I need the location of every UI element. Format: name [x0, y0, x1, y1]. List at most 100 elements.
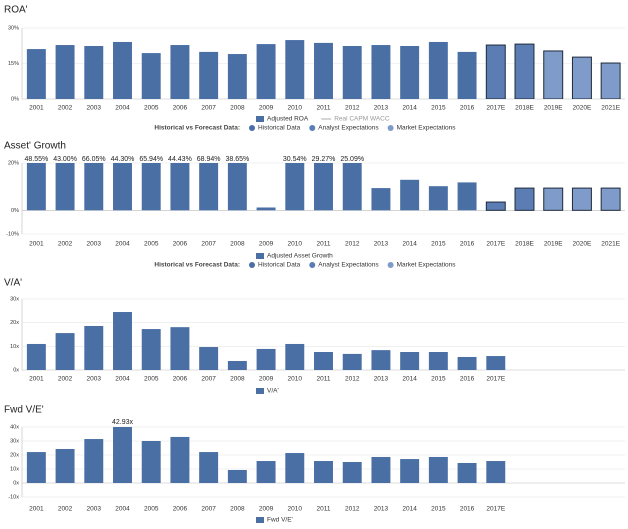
data-label: 38.65% — [225, 156, 249, 163]
x-tick-label: 2007 — [201, 241, 216, 248]
bar — [170, 436, 190, 483]
legend-label: V/A' — [267, 388, 279, 395]
bar — [55, 333, 75, 370]
legend-label: Market Expectations — [397, 262, 457, 269]
legend-swatch — [256, 388, 264, 394]
bar — [342, 353, 362, 370]
bar — [26, 452, 46, 483]
x-tick-label: 2002 — [58, 241, 73, 248]
bar — [514, 187, 535, 211]
x-tick-label: 2002 — [58, 376, 73, 383]
bar — [227, 469, 247, 483]
x-tick-label: 2008 — [230, 506, 245, 513]
legend-marker — [249, 125, 255, 131]
bar — [486, 356, 506, 370]
data-label: 29.27% — [312, 156, 336, 163]
bar — [199, 163, 219, 211]
forecast-legend-title: Historical vs Forecast Data: — [154, 125, 240, 132]
x-tick-label: 2006 — [173, 376, 188, 383]
legend-marker — [309, 262, 316, 268]
x-tick-label: 2011 — [317, 241, 331, 248]
bar — [55, 448, 75, 483]
bar — [26, 49, 46, 99]
x-tick-label: 2002 — [58, 105, 73, 112]
x-tick-label: 2016 — [460, 376, 475, 383]
data-label: 65.94% — [139, 156, 163, 163]
x-tick-label: 2016 — [460, 105, 475, 112]
x-tick-label: 2014 — [402, 376, 417, 383]
bar — [141, 329, 161, 370]
data-label: 68.94% — [197, 156, 221, 163]
legend-marker — [249, 262, 255, 268]
bar — [256, 348, 276, 370]
x-tick-label: 2010 — [288, 105, 303, 112]
bar — [400, 459, 420, 483]
legend-label: Analyst Expectations — [318, 125, 379, 132]
x-tick-label: 2010 — [288, 241, 303, 248]
bar — [285, 453, 305, 483]
y-tick-label: -10% — [6, 231, 19, 237]
bar — [199, 347, 219, 370]
x-tick-label: 2016 — [460, 506, 475, 513]
legend-swatch — [256, 517, 264, 523]
x-tick-label: 2001 — [29, 241, 44, 248]
legend-label: Market Expectations — [397, 125, 457, 132]
x-tick-label: 2004 — [115, 376, 130, 383]
legend-marker — [387, 125, 394, 131]
legend-label: Fwd V/E' — [267, 517, 293, 524]
bar — [371, 350, 391, 370]
bar — [26, 343, 46, 370]
x-tick-label: 2003 — [87, 506, 102, 513]
legend-label: Adjusted Asset Growth — [267, 253, 333, 260]
y-tick-label: 10x — [10, 344, 19, 350]
y-tick-label: 0x — [13, 367, 19, 373]
chart-panel: ROA' 0% 15% 30% 2001 2002 2003 2004 2005 2006 2007… — [4, 5, 625, 132]
bar — [600, 187, 621, 211]
x-tick-label: 2014 — [402, 105, 417, 112]
bar — [428, 41, 448, 99]
y-tick-label: 15% — [8, 61, 19, 67]
x-tick-label: 2020E — [573, 105, 592, 112]
x-tick-label: 2021E — [601, 105, 620, 112]
bar — [457, 356, 477, 370]
bar — [113, 41, 132, 99]
x-tick-label: 2013 — [374, 105, 389, 112]
y-tick-label: 40x — [10, 424, 19, 430]
x-tick-label: 2009 — [259, 376, 274, 383]
bar — [400, 179, 420, 211]
x-tick-label: 2003 — [87, 376, 102, 383]
x-tick-label: 2006 — [173, 241, 188, 248]
y-tick-label: 30% — [8, 25, 19, 31]
data-label: 43.00% — [53, 156, 77, 163]
x-tick-label: 2011 — [317, 376, 331, 383]
x-tick-label: 2002 — [58, 506, 73, 513]
bar — [256, 44, 276, 99]
y-tick-label: 10x — [10, 466, 19, 472]
x-tick-label: 2008 — [230, 241, 245, 248]
data-label: 42.93x — [112, 419, 134, 426]
bar — [141, 163, 161, 211]
x-tick-label: 2017E — [486, 506, 505, 513]
legend-label: Historical Data — [258, 125, 301, 132]
x-tick-label: 2005 — [144, 105, 159, 112]
bar — [514, 43, 535, 99]
bar — [285, 163, 305, 211]
x-tick-label: 2006 — [173, 506, 188, 513]
data-label: 44.43% — [168, 156, 192, 163]
bar — [457, 51, 477, 99]
bar — [84, 325, 104, 370]
bar — [371, 45, 391, 99]
x-tick-label: 2013 — [374, 376, 389, 383]
x-tick-label: 2015 — [431, 105, 446, 112]
x-tick-label: 2007 — [201, 376, 216, 383]
bar — [141, 53, 161, 99]
bar — [571, 187, 592, 211]
bar — [170, 45, 190, 99]
chart-title: Asset' Growth — [4, 141, 66, 152]
chart-panel: V/A' 0x 10x 20x 30x 2001 2002 2003 2004 2005 2006 2… — [4, 278, 625, 395]
bar — [256, 461, 276, 483]
bar — [342, 45, 362, 99]
x-tick-label: 2011 — [317, 506, 331, 513]
